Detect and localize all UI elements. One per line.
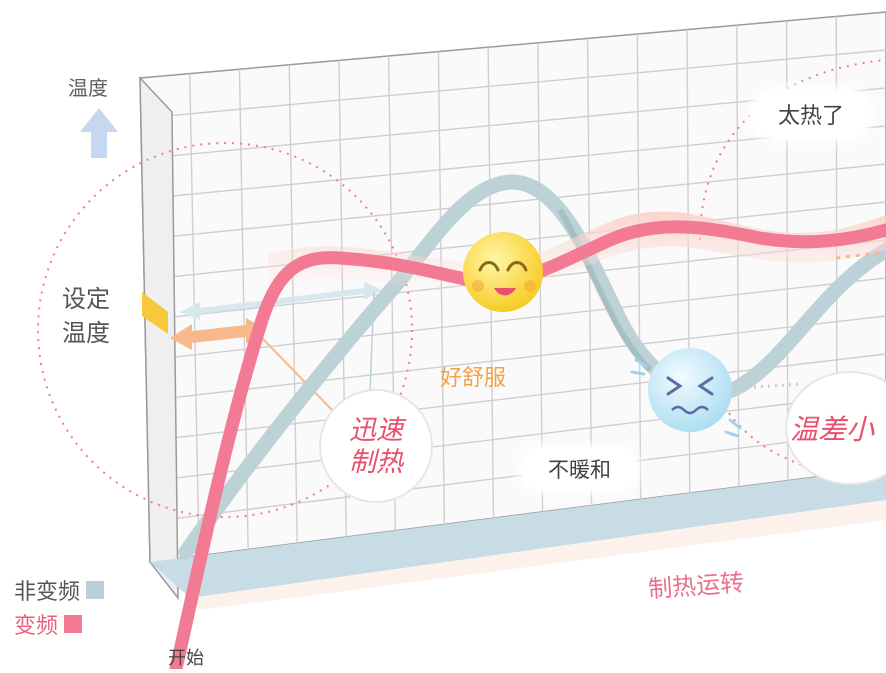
start-label: 开始 — [168, 644, 204, 670]
small-difference-label: 温差小 — [790, 408, 874, 448]
too-hot-label: 太热了 — [752, 90, 870, 138]
up-arrow-icon — [80, 108, 118, 158]
heating-operation-label: 制热运转 — [647, 563, 745, 605]
legend-inverter-swatch — [64, 615, 82, 633]
smiling-face-icon — [463, 232, 543, 312]
set-temperature-line-1: 设定 — [62, 282, 110, 316]
legend-inverter: 变频 — [14, 608, 82, 640]
legend-non-inverter-swatch — [86, 581, 104, 599]
quick-heating-label: 迅速 制热 — [328, 415, 424, 479]
quick-heating-line-2: 制热 — [328, 447, 424, 479]
comfortable-label: 好舒服 — [440, 360, 506, 392]
axis-label-temperature: 温度 — [68, 72, 108, 101]
quick-heating-line-1: 迅速 — [328, 415, 424, 447]
legend-non-inverter-label: 非变频 — [14, 574, 80, 606]
set-temperature-line-2: 温度 — [62, 316, 110, 350]
legend-non-inverter: 非变频 — [14, 574, 104, 606]
not-warm-label: 不暖和 — [522, 448, 637, 490]
set-temperature-label: 设定 温度 — [62, 282, 110, 350]
legend-inverter-label: 变频 — [14, 608, 58, 640]
